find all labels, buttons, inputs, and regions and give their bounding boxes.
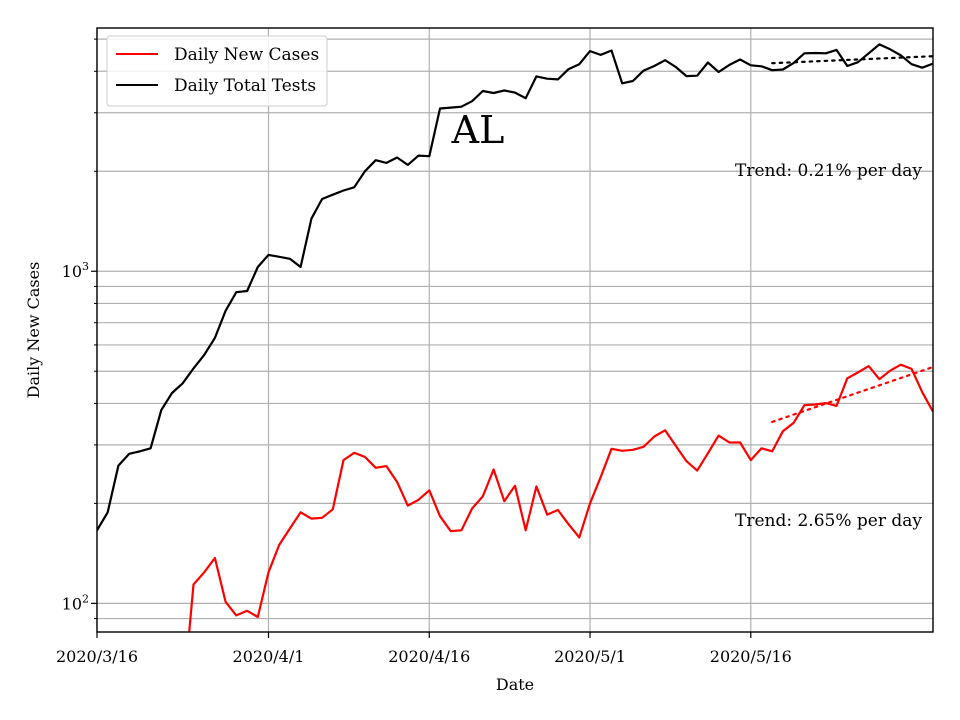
x-tick-label: 2020/4/16 — [388, 647, 470, 666]
trend-lines — [771, 55, 933, 423]
x-axis-label: Date — [496, 675, 534, 694]
y-axis-label: Daily New Cases — [24, 262, 43, 399]
state-label: AL — [451, 108, 505, 152]
series-line — [188, 363, 933, 632]
grid — [96, 28, 933, 632]
legend-box — [106, 35, 328, 107]
plot-frame — [96, 27, 934, 633]
trend-line — [771, 55, 933, 65]
trend-line — [771, 365, 933, 423]
y-tick-label: 102 — [62, 592, 89, 613]
series-lines — [97, 43, 933, 632]
series-line — [97, 43, 933, 531]
x-tick-label: 2020/3/16 — [56, 647, 138, 666]
x-tick-label: 2020/5/16 — [710, 647, 792, 666]
ticks: 2020/3/16 2020/4/1 2020/4/16 2020/5/1 2020/5… — [56, 38, 792, 666]
cases-trend-annotation: Trend: 2.65% per day — [735, 511, 922, 531]
y-tick-label: 103 — [62, 260, 89, 281]
x-tick-label: 2020/4/1 — [233, 647, 305, 666]
tests-trend-annotation: Trend: 0.21% per day — [735, 161, 922, 181]
legend-label-cases: Daily New Cases — [174, 45, 319, 65]
legend: Daily New Cases Daily Total Tests — [106, 35, 328, 107]
legend-label-tests: Daily Total Tests — [174, 76, 316, 96]
x-tick-label: 2020/5/1 — [554, 647, 626, 666]
series-layer — [97, 43, 933, 632]
